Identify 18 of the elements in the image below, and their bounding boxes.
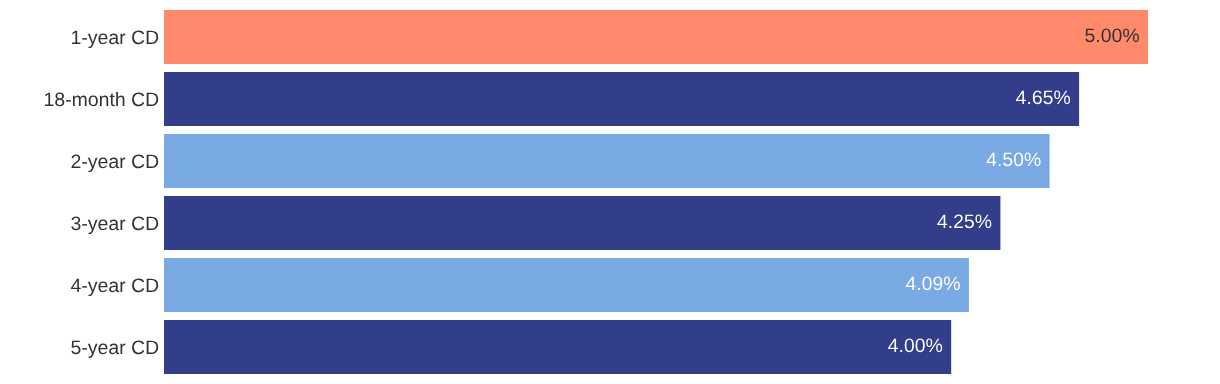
bar: [164, 196, 1001, 250]
data-label: 4.25%: [937, 214, 992, 229]
data-label: 5.00%: [1085, 28, 1139, 43]
y-tick-label: 18-month CD: [45, 91, 159, 107]
bar: [164, 72, 1080, 126]
y-tick-label: 4-year CD: [70, 278, 159, 297]
bar: [164, 258, 969, 312]
bar: [164, 134, 1050, 188]
data-label: 4.09%: [905, 276, 960, 291]
data-label: 4.50%: [986, 152, 1041, 167]
y-tick-label: 1-year CD: [72, 30, 159, 49]
bar: [164, 10, 1148, 64]
y-tick-label: 3-year CD: [71, 216, 159, 235]
bar: [164, 320, 952, 374]
data-label: 4.00%: [888, 338, 943, 353]
y-tick-label: 2-year CD: [71, 154, 159, 173]
y-tick-label: 5-year CD: [71, 340, 159, 359]
data-label: 4.65%: [1016, 90, 1071, 105]
